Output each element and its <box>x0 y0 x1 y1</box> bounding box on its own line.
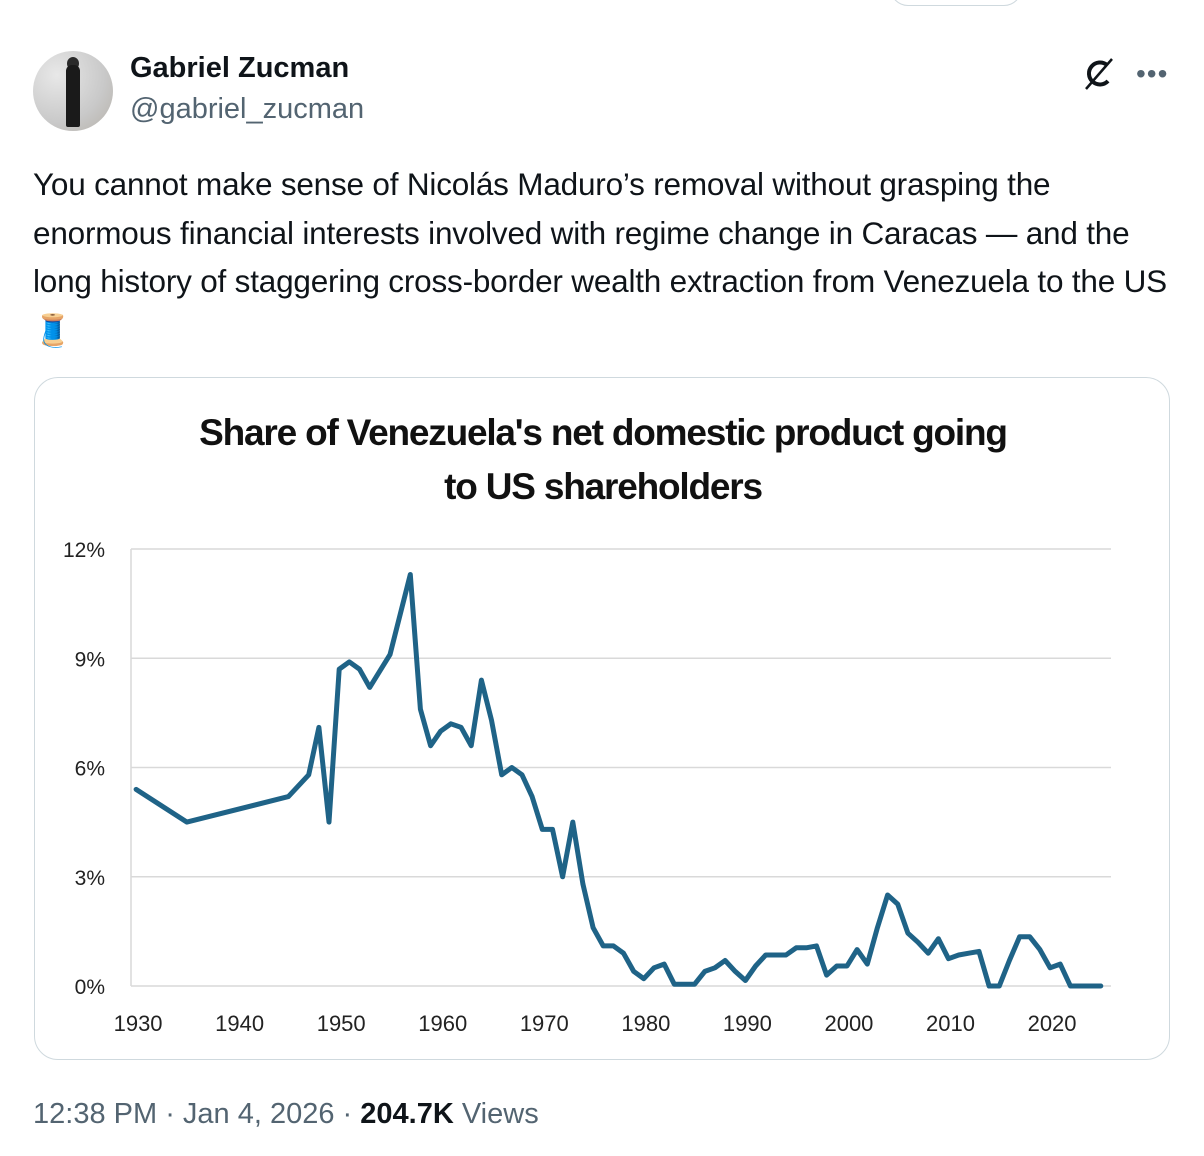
x-tick-label: 1960 <box>418 1011 467 1036</box>
spool-of-thread-emoji: 🧵 <box>33 311 73 348</box>
x-tick-label: 2020 <box>1028 1011 1077 1036</box>
x-tick-label: 1980 <box>621 1011 670 1036</box>
y-tick-label: 9% <box>75 648 105 671</box>
chart-title: Share of Venezuela's net domestic produc… <box>35 406 1169 514</box>
y-tick-label: 0% <box>75 976 105 999</box>
y-tick-label: 6% <box>75 758 105 781</box>
tweet-time[interactable]: 12:38 PM <box>33 1098 158 1130</box>
author-handle[interactable]: @gabriel_zucman <box>130 93 365 125</box>
tweet-meta: 12:38 PM · Jan 4, 2026 · 204.7K Views <box>33 1098 539 1130</box>
series-line <box>133 572 1104 989</box>
line-chart: 0% 3% 6% 9% 12% 1930 1940 1950 1960 1970 1980 1990 2… <box>63 539 1111 1036</box>
x-tick-label: 1950 <box>317 1011 366 1036</box>
y-tick-label: 12% <box>63 539 105 562</box>
x-tick-label: 2010 <box>926 1011 975 1036</box>
x-tick-label: 1940 <box>215 1011 264 1036</box>
avatar[interactable] <box>33 51 113 131</box>
chart-title-line-2: to US shareholders <box>444 466 763 507</box>
x-tick-label: 2000 <box>824 1011 873 1036</box>
top-partial-button <box>890 0 1022 6</box>
x-tick-label: 1970 <box>520 1011 569 1036</box>
y-tick-label: 3% <box>75 867 105 890</box>
grok-icon[interactable] <box>1080 55 1118 98</box>
author-name[interactable]: Gabriel Zucman <box>130 52 350 84</box>
tweet-date[interactable]: Jan 4, 2026 <box>182 1098 335 1130</box>
more-icon[interactable]: ••• <box>1136 58 1169 89</box>
chart-image-card[interactable]: Share of Venezuela's net domestic produc… <box>34 377 1170 1060</box>
views-label: Views <box>461 1098 539 1130</box>
chart-title-line-1: Share of Venezuela's net domestic produc… <box>199 412 1008 453</box>
views-count: 204.7K <box>360 1098 454 1130</box>
x-tick-label: 1930 <box>114 1011 163 1036</box>
x-tick-label: 1990 <box>723 1011 772 1036</box>
tweet-text: You cannot make sense of Nicolás Maduro’… <box>33 166 1167 348</box>
